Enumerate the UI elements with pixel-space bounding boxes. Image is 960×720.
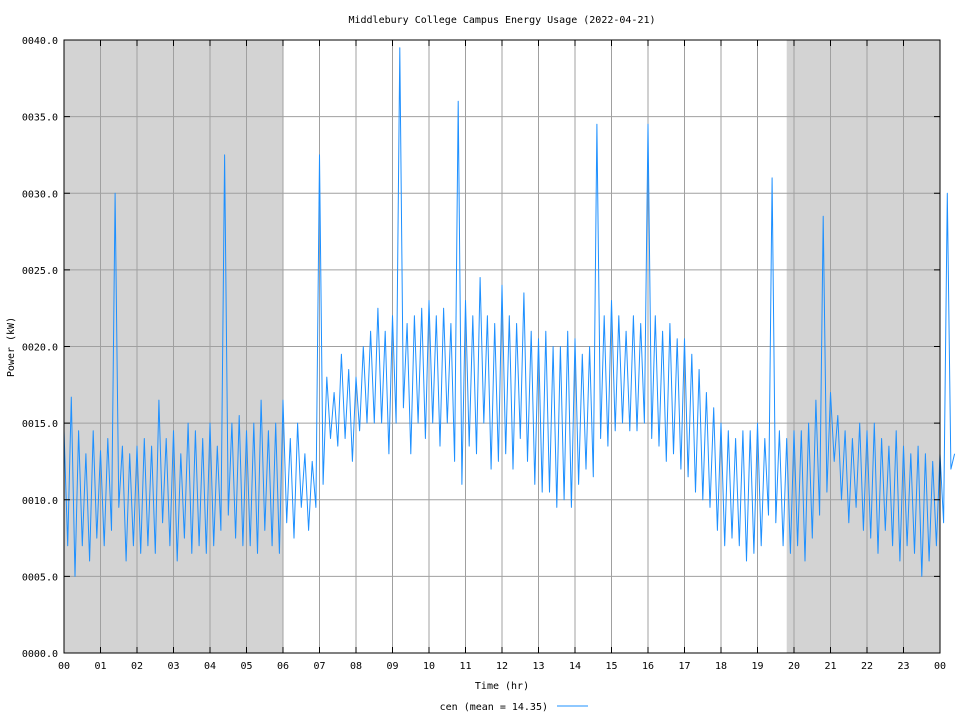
y-tick-label: 0035.0 xyxy=(22,113,58,124)
x-axis-label: Time (hr) xyxy=(475,681,529,692)
x-tick-label: 15 xyxy=(605,661,617,672)
x-tick-label: 23 xyxy=(897,661,909,672)
y-tick-label: 0030.0 xyxy=(22,189,58,200)
y-axis-label: Power (kW) xyxy=(6,317,17,377)
x-tick-label: 00 xyxy=(58,661,70,672)
x-tick-label: 08 xyxy=(350,661,362,672)
y-tick-label: 0025.0 xyxy=(22,266,58,277)
x-tick-label: 18 xyxy=(715,661,727,672)
x-tick-label: 13 xyxy=(532,661,544,672)
x-tick-label: 17 xyxy=(678,661,690,672)
x-tick-label: 21 xyxy=(824,661,836,672)
x-tick-label: 20 xyxy=(788,661,800,672)
x-axis: 00 01 02 03 04 05 06 07 08 09 10 11 12 13 14 15 16 17 18 19… xyxy=(58,40,946,672)
y-tick-label: 0015.0 xyxy=(22,419,58,430)
x-tick-label: 02 xyxy=(131,661,143,672)
y-tick-label: 0010.0 xyxy=(22,496,58,507)
y-tick-label: 0005.0 xyxy=(22,572,58,583)
x-tick-label: 00 xyxy=(934,661,946,672)
legend: cen (mean = 14.35) xyxy=(440,702,588,713)
x-tick-label: 16 xyxy=(642,661,654,672)
x-tick-label: 06 xyxy=(277,661,289,672)
series-group xyxy=(63,47,956,577)
chart-title: Middlebury College Campus Energy Usage (… xyxy=(348,15,655,26)
x-tick-label: 07 xyxy=(313,661,325,672)
x-tick-label: 04 xyxy=(204,661,216,672)
x-tick-label: 19 xyxy=(751,661,763,672)
y-tick-label: 0020.0 xyxy=(22,343,58,354)
x-tick-label: 11 xyxy=(459,661,471,672)
series-line-cen xyxy=(63,47,956,577)
x-tick-label: 14 xyxy=(569,661,581,672)
x-tick-label: 05 xyxy=(240,661,252,672)
y-tick-label: 0000.0 xyxy=(22,649,58,660)
x-tick-label: 10 xyxy=(423,661,435,672)
x-tick-label: 01 xyxy=(94,661,106,672)
x-tick-label: 22 xyxy=(861,661,873,672)
x-tick-label: 03 xyxy=(167,661,179,672)
grid-lines xyxy=(64,40,940,653)
legend-label: cen (mean = 14.35) xyxy=(440,702,548,713)
y-axis: 0000.0 0005.0 0010.0 0015.0 0020.0 0025.0 0030… xyxy=(22,36,940,660)
x-tick-label: 09 xyxy=(386,661,398,672)
y-tick-label: 0040.0 xyxy=(22,36,58,47)
x-tick-label: 12 xyxy=(496,661,508,672)
